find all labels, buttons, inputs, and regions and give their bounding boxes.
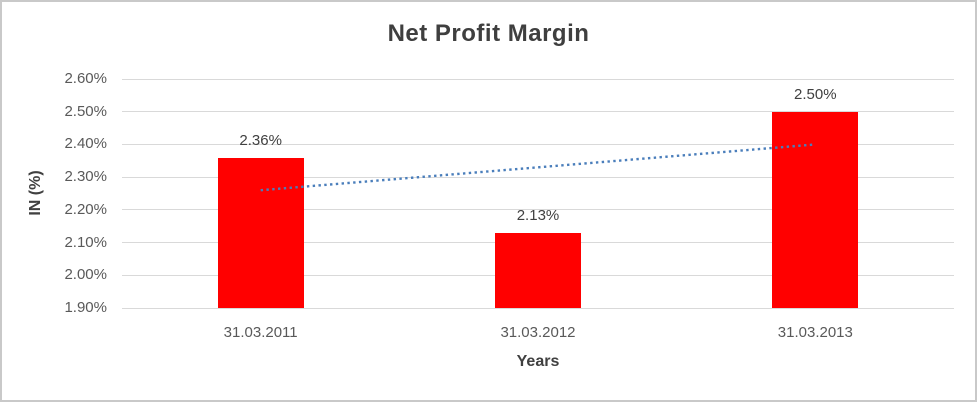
gridline xyxy=(122,176,954,178)
bar-data-label: 2.50% xyxy=(794,85,837,103)
category-label: 31.03.2013 xyxy=(777,324,853,341)
category-label: 31.03.2011 xyxy=(223,324,298,341)
y-tick-label: 2.30% xyxy=(64,168,107,186)
gridline xyxy=(122,209,954,211)
gridline xyxy=(122,143,954,145)
y-tick-label: 1.90% xyxy=(64,299,107,316)
gridline xyxy=(122,307,954,309)
x-axis-label: Years xyxy=(516,353,560,370)
bar-data-label: 2.13% xyxy=(516,206,560,224)
y-tick-label: 2.20% xyxy=(64,200,107,218)
gridline xyxy=(122,78,954,80)
bar xyxy=(772,111,859,308)
bar xyxy=(217,157,304,308)
y-tick-label: 2.10% xyxy=(64,233,107,251)
y-tick-label: 2.00% xyxy=(64,266,107,284)
y-tick-label: 2.40% xyxy=(64,135,107,153)
trendline-layer xyxy=(260,143,816,192)
trendline xyxy=(260,143,816,192)
chart-title: Net Profit Margin xyxy=(387,20,590,47)
gridline xyxy=(122,111,954,113)
y-tick-label: 2.50% xyxy=(64,102,107,120)
category-label: 31.03.2012 xyxy=(500,324,576,341)
y-tick-label: 2.60% xyxy=(64,70,107,87)
bar-data-label: 2.36% xyxy=(239,131,282,149)
plot-area: 2.36% 2.13% 2.50% xyxy=(122,78,954,309)
bar xyxy=(495,232,581,308)
